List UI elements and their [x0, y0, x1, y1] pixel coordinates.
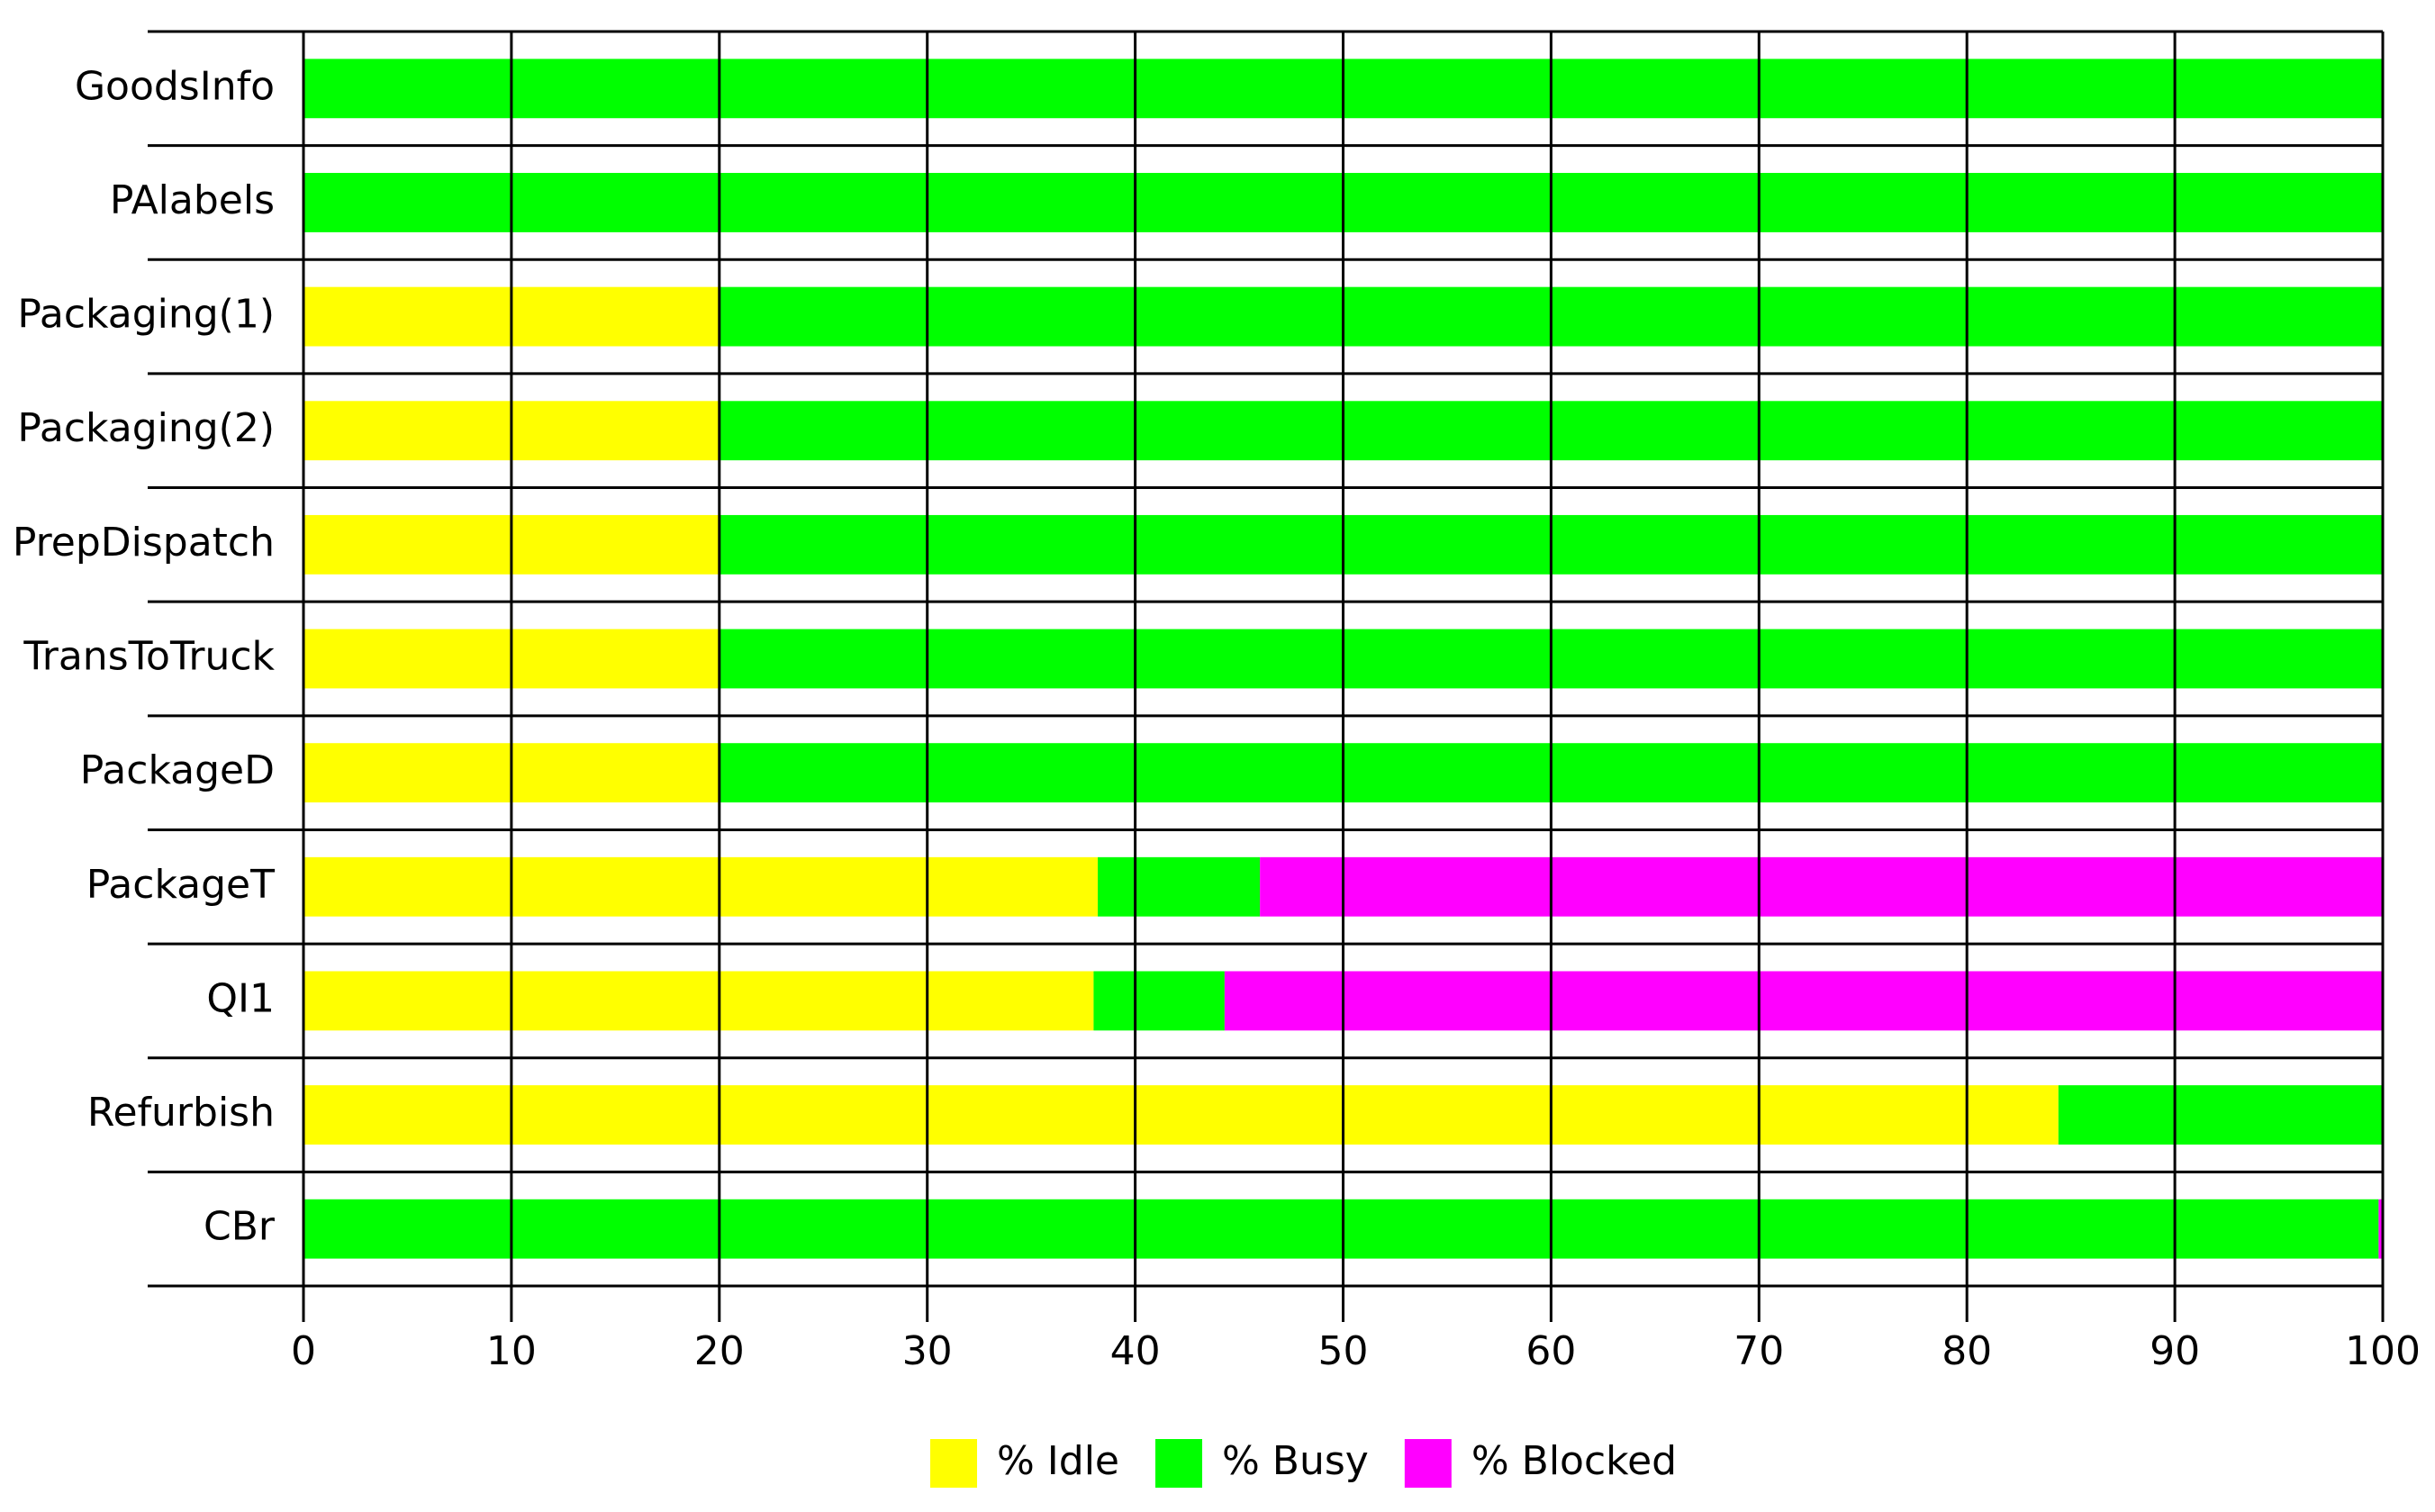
bar-segment	[303, 971, 1094, 1031]
bar-segment	[303, 1199, 2379, 1259]
bar-segment	[1098, 856, 1261, 917]
y-tick-label: PrepDispatch	[13, 520, 275, 566]
legend-label: % Blocked	[1471, 1438, 1677, 1484]
x-tick-label: 20	[694, 1328, 745, 1374]
bar-segment	[1260, 856, 2383, 917]
y-tick-label: Packaging(1)	[17, 292, 275, 338]
y-tick-label: GoodsInfo	[75, 63, 275, 109]
x-tick-label: 100	[2345, 1328, 2421, 1374]
y-tick-label: CBr	[204, 1204, 276, 1250]
bar-segment	[303, 856, 1099, 917]
y-tick-label: Packaging(2)	[17, 405, 275, 451]
y-tick-label: TransToTruck	[23, 634, 275, 680]
legend-label: % Idle	[997, 1438, 1119, 1484]
legend-swatch	[930, 1439, 977, 1488]
y-tick-label: QI1	[206, 975, 275, 1021]
x-tick-label: 50	[1318, 1328, 1369, 1374]
legend-swatch	[1404, 1439, 1452, 1488]
y-tick-label: Refurbish	[87, 1090, 275, 1136]
x-tick-label: 30	[902, 1328, 953, 1374]
x-tick-label: 60	[1525, 1328, 1576, 1374]
x-tick-label: 0	[291, 1328, 316, 1374]
legend-label: % Busy	[1222, 1438, 1369, 1484]
y-tick-label: PackageT	[86, 862, 275, 908]
bar-segment	[2378, 1199, 2383, 1259]
x-tick-label: 40	[1110, 1328, 1161, 1374]
y-tick-label: PAlabels	[110, 177, 275, 223]
bar-segment	[1093, 971, 1225, 1031]
x-tick-label: 10	[486, 1328, 537, 1374]
x-tick-label: 80	[1942, 1328, 1992, 1374]
bar-segment	[2058, 1085, 2383, 1145]
legend-swatch	[1155, 1439, 1202, 1488]
x-tick-label: 90	[2150, 1328, 2200, 1374]
y-tick-label: PackageD	[80, 747, 275, 793]
bar-segment	[303, 1085, 2059, 1145]
x-tick-label: 70	[1733, 1328, 1784, 1374]
bar-segment	[1224, 971, 2383, 1031]
